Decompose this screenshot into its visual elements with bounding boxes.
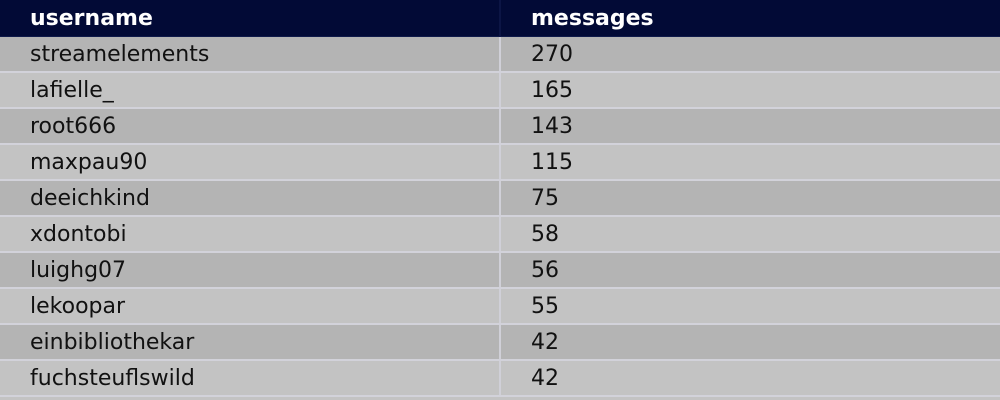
username-cell: deeichkind (0, 180, 501, 217)
column-header-messages[interactable]: messages (500, 0, 1000, 37)
header-row: username messages (0, 0, 1000, 37)
username-cell: streamelements (0, 36, 501, 73)
table-row: root666 143 (0, 108, 1000, 145)
username-cell: root666 (0, 108, 501, 145)
messages-cell: 42 (500, 360, 1000, 397)
table-row: lafielle_ 165 (0, 72, 1000, 109)
messages-cell: 165 (500, 72, 1000, 109)
username-cell: luighg07 (0, 252, 501, 289)
messages-cell: 55 (500, 288, 1000, 325)
messages-cell: 42 (500, 324, 1000, 361)
table-row: einbibliothekar 42 (0, 324, 1000, 361)
table-row: lekoopar 55 (0, 288, 1000, 325)
table-row: deeichkind 75 (0, 180, 1000, 217)
table-row: streamelements 270 (0, 36, 1000, 73)
username-cell: xdontobi (0, 216, 501, 253)
username-cell: lekoopar (0, 288, 501, 325)
messages-cell: 56 (500, 252, 1000, 289)
username-cell: fuchsteuflswild (0, 360, 501, 397)
messages-cell: 75 (500, 180, 1000, 217)
messages-cell: 143 (500, 108, 1000, 145)
table-row: fuchsteuflswild 42 (0, 360, 1000, 397)
username-cell: einbibliothekar (0, 324, 501, 361)
table-row: maxpau90 115 (0, 144, 1000, 181)
messages-cell: 58 (500, 216, 1000, 253)
messages-cell: 270 (500, 36, 1000, 73)
username-cell: maxpau90 (0, 144, 501, 181)
table-row: luighg07 56 (0, 252, 1000, 289)
username-cell: lafielle_ (0, 72, 501, 109)
column-header-username[interactable]: username (0, 0, 501, 37)
table-row: xdontobi 58 (0, 216, 1000, 253)
messages-cell: 115 (500, 144, 1000, 181)
